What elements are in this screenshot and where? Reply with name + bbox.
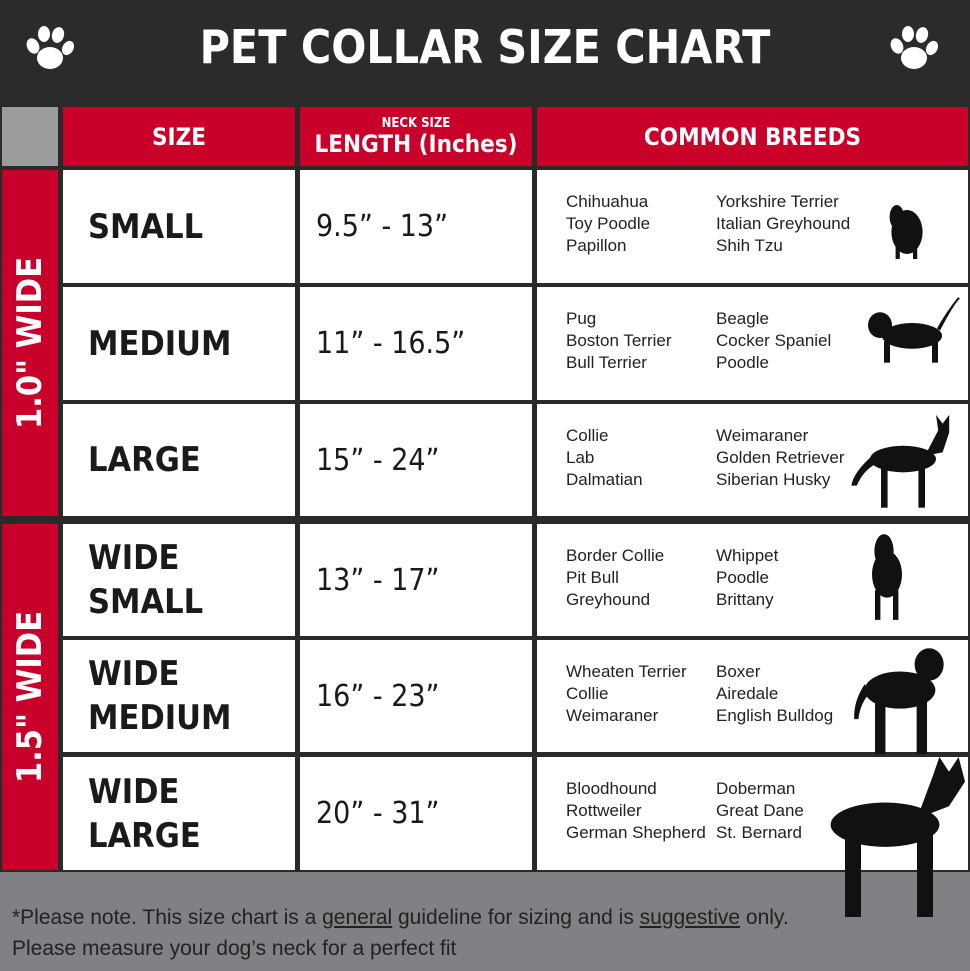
size-label: WIDE LARGE	[88, 771, 201, 856]
length-value: 9.5” - 13”	[316, 209, 449, 244]
breed-name: Boston Terrier	[566, 331, 672, 350]
size-label: WIDE SMALL	[88, 538, 204, 622]
pitbull-silhouette-icon	[854, 648, 944, 754]
header-breeds-label: COMMON BREEDS	[643, 122, 862, 151]
page-title: PET COLLAR SIZE CHART	[199, 20, 771, 74]
header-length-label: LENGTH (Inches)	[314, 130, 518, 158]
length-cell: 15” - 24”	[300, 404, 532, 516]
breed-name: Collie	[566, 684, 609, 703]
breeds-list-left: Bloodhound Rottweiler German Shepherd	[566, 778, 706, 844]
header-size-label: SIZE	[152, 122, 206, 151]
group-band-1-5in: 1.5" WIDE	[2, 524, 58, 870]
group-label: 1.0" WIDE	[10, 256, 51, 430]
length-cell: 16” - 23”	[300, 640, 532, 752]
size-label: WIDE MEDIUM	[88, 654, 232, 738]
length-value: 15” - 24”	[316, 442, 440, 478]
doberman-silhouette-icon	[830, 757, 965, 917]
breeds-list-right: Beagle Cocker Spaniel Poodle	[716, 308, 831, 374]
header-length: NECK SIZE LENGTH (Inches)	[300, 107, 532, 166]
length-value: 16” - 23”	[316, 678, 440, 714]
length-value: 20” - 31”	[316, 796, 440, 831]
paw-icon	[890, 26, 939, 69]
breed-name: Great Dane	[716, 801, 804, 820]
length-cell: 13” - 17”	[300, 524, 532, 636]
breed-name: English Bulldog	[716, 706, 834, 725]
paw-icon	[26, 26, 75, 69]
size-cell	[63, 757, 295, 870]
breed-name: Collie	[566, 426, 609, 445]
length-value: 13” - 17”	[316, 562, 440, 598]
breed-name: Whippet	[716, 546, 779, 565]
breed-name: Golden Retriever	[716, 448, 845, 467]
breed-name: Lab	[566, 448, 595, 467]
breed-name: St. Bernard	[716, 823, 802, 842]
corner-cell	[2, 107, 58, 166]
large-dog-silhouette-icon	[851, 414, 950, 508]
breed-name: Siberian Husky	[716, 470, 831, 489]
length-cell: 9.5” - 13”	[300, 170, 532, 283]
breeds-list-left: Pug Boston Terrier Bull Terrier	[566, 308, 672, 374]
breed-name: Poodle	[716, 568, 769, 587]
breed-name: Rottweiler	[566, 801, 642, 820]
length-value: 11” - 16.5”	[316, 326, 466, 361]
breed-name: Bull Terrier	[566, 353, 647, 372]
breed-name: Yorkshire Terrier	[716, 192, 839, 211]
size-cell	[63, 640, 295, 752]
breed-name: Brittany	[716, 590, 774, 609]
medium-dog-silhouette-icon	[868, 297, 960, 363]
breed-name: Italian Greyhound	[716, 214, 851, 233]
breeds-list-right: Weimaraner Golden Retriever Siberian Husky	[716, 425, 845, 491]
breed-name: Greyhound	[566, 590, 651, 609]
breeds-list-right: Yorkshire Terrier Italian Greyhound Shih T…	[716, 191, 850, 257]
title-bar	[0, 0, 970, 104]
breed-name: German Shepherd	[566, 823, 706, 842]
small-dog-silhouette-icon	[889, 205, 923, 259]
breeds-list-left: Wheaten Terrier Collie Weimaraner	[566, 661, 687, 727]
breeds-list-left: Collie Lab Dalmatian	[566, 425, 643, 491]
size-cell	[63, 524, 295, 636]
group-band-1in: 1.0" WIDE	[2, 170, 58, 516]
breed-name: Beagle	[716, 309, 769, 328]
breed-name: Shih Tzu	[716, 236, 783, 255]
size-cell	[63, 170, 295, 283]
footer-note: *Please note. This size chart is a gener…	[12, 906, 789, 929]
size-cell	[63, 404, 295, 516]
breed-name: Poodle	[716, 353, 769, 372]
size-label: SMALL	[88, 206, 204, 247]
header-neck-size-label: NECK SIZE	[381, 116, 451, 131]
breed-name: Wheaten Terrier	[566, 662, 687, 681]
breeds-list-left: Chihuahua Toy Poodle Papillon	[566, 191, 650, 257]
breed-name: Chihuahua	[566, 192, 649, 211]
breed-name: Weimaraner	[716, 426, 809, 445]
bulldog-silhouette-icon	[872, 534, 902, 620]
breed-name: Doberman	[716, 779, 796, 798]
footer-note-line2: Please measure your dog’s neck for a per…	[12, 937, 457, 960]
breeds-list-right: Doberman Great Dane St. Bernard	[716, 778, 804, 844]
breed-name: Weimaraner	[566, 706, 659, 725]
breed-name: Airedale	[716, 684, 779, 703]
length-cell: 20” - 31”	[300, 757, 532, 870]
size-cell	[63, 287, 295, 400]
breeds-list-left: Border Collie Pit Bull Greyhound	[566, 545, 664, 611]
breed-name: Pug	[566, 309, 597, 328]
breeds-list-right: Whippet Poodle Brittany	[716, 545, 778, 611]
breed-name: Pit Bull	[566, 568, 619, 587]
breed-name: Bloodhound	[566, 779, 657, 798]
breed-name: Cocker Spaniel	[716, 331, 832, 350]
breed-name: Border Collie	[566, 546, 665, 565]
size-label: MEDIUM	[88, 323, 232, 364]
breed-name: Boxer	[716, 662, 761, 681]
length-cell: 11” - 16.5”	[300, 287, 532, 400]
breed-name: Toy Poodle	[566, 214, 651, 233]
breed-name: Dalmatian	[566, 470, 643, 489]
header-size: SIZE	[63, 107, 295, 166]
size-label: LARGE	[88, 440, 201, 480]
breeds-list-right: Boxer Airedale English Bulldog	[716, 661, 833, 727]
group-label: 1.5" WIDE	[10, 610, 51, 784]
breed-name: Papillon	[566, 236, 627, 255]
footer	[0, 872, 970, 971]
header-breeds: COMMON BREEDS	[537, 107, 968, 166]
